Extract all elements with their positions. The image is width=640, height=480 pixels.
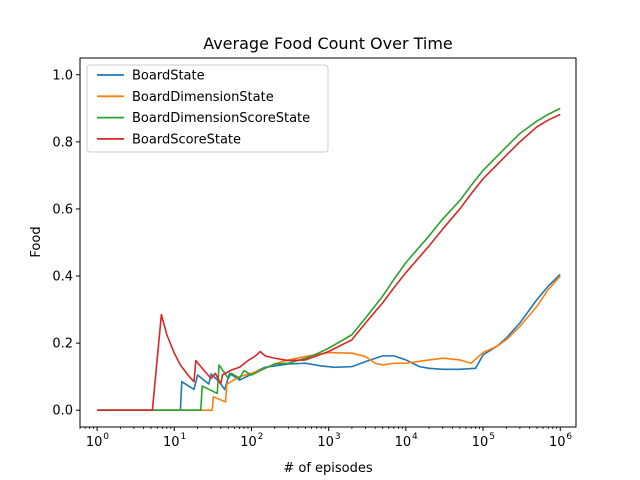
legend-label-2: BoardDimensionScoreState	[132, 111, 310, 126]
x-tick-exponent-6: 6	[566, 432, 572, 442]
x-tick-label-0: 10	[86, 435, 103, 450]
y-tick-label-1: 0.2	[52, 337, 73, 352]
x-tick-label-2: 10	[240, 435, 257, 450]
x-tick-exponent-4: 4	[412, 432, 418, 442]
x-tick-label-6: 10	[549, 435, 566, 450]
legend: BoardState BoardDimensionState BoardDimens…	[87, 65, 328, 152]
legend-label-1: BoardDimensionState	[132, 90, 274, 105]
x-tick-exponent-5: 5	[489, 432, 495, 442]
x-tick-label-4: 10	[395, 435, 412, 450]
legend-label-0: BoardState	[132, 69, 205, 84]
x-tick-exponent-3: 3	[335, 432, 341, 442]
y-tick-label-5: 1.0	[52, 68, 73, 83]
chart-title: Average Food Count Over Time	[203, 34, 453, 53]
x-tick-exponent-2: 2	[258, 432, 264, 442]
y-tick-label-0: 0.0	[52, 404, 73, 419]
y-tick-label-2: 0.4	[52, 270, 73, 285]
x-tick-label-3: 10	[317, 435, 334, 450]
y-tick-label-3: 0.6	[52, 202, 73, 217]
x-tick-label-1: 10	[163, 435, 180, 450]
legend-label-3: BoardScoreState	[132, 132, 241, 147]
x-tick-label-5: 10	[472, 435, 489, 450]
y-axis-label: Food	[29, 226, 44, 257]
x-axis-label: # of episodes	[283, 461, 373, 476]
x-tick-exponent-0: 0	[103, 432, 109, 442]
y-tick-label-4: 0.8	[52, 135, 73, 150]
x-tick-exponent-1: 1	[180, 432, 186, 442]
